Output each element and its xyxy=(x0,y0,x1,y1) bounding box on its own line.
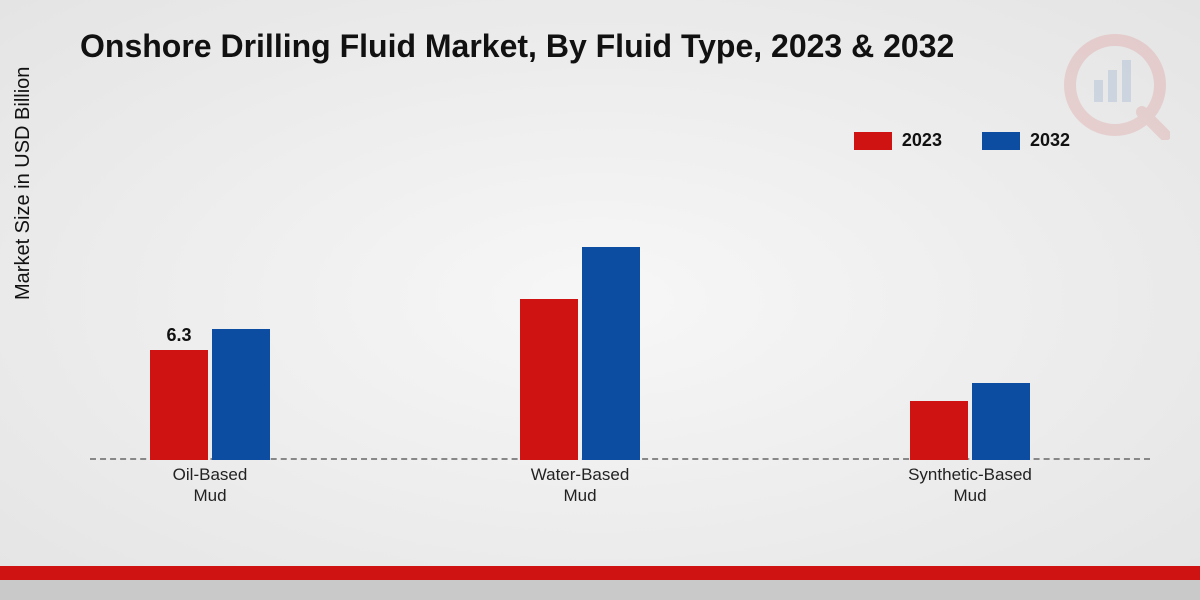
x-axis-category-label: Oil-BasedMud xyxy=(110,464,310,507)
bar xyxy=(910,401,968,461)
legend: 2023 2032 xyxy=(854,130,1070,151)
legend-swatch-2023 xyxy=(854,132,892,150)
footer-red-bar xyxy=(0,566,1200,580)
chart-title: Onshore Drilling Fluid Market, By Fluid … xyxy=(80,28,954,65)
chart-page: Onshore Drilling Fluid Market, By Fluid … xyxy=(0,0,1200,600)
legend-swatch-2032 xyxy=(982,132,1020,150)
watermark-logo xyxy=(1060,30,1170,145)
bar-value-label: 6.3 xyxy=(149,325,209,350)
x-axis-category-label: Synthetic-BasedMud xyxy=(870,464,1070,507)
plot-area: 6.3 xyxy=(90,180,1150,460)
y-axis-label: Market Size in USD Billion xyxy=(12,67,35,300)
footer-grey-bar xyxy=(0,580,1200,600)
legend-item-2032: 2032 xyxy=(982,130,1070,151)
bar xyxy=(582,247,640,461)
legend-item-2023: 2023 xyxy=(854,130,942,151)
x-axis-labels: Oil-BasedMud Water-BasedMud Synthetic-Base… xyxy=(90,464,1150,524)
x-axis-category-label: Water-BasedMud xyxy=(480,464,680,507)
bar xyxy=(972,383,1030,460)
bar xyxy=(520,299,578,460)
legend-label-2023: 2023 xyxy=(902,130,942,151)
legend-label-2032: 2032 xyxy=(1030,130,1070,151)
bar xyxy=(212,329,270,460)
bar: 6.3 xyxy=(150,350,208,460)
